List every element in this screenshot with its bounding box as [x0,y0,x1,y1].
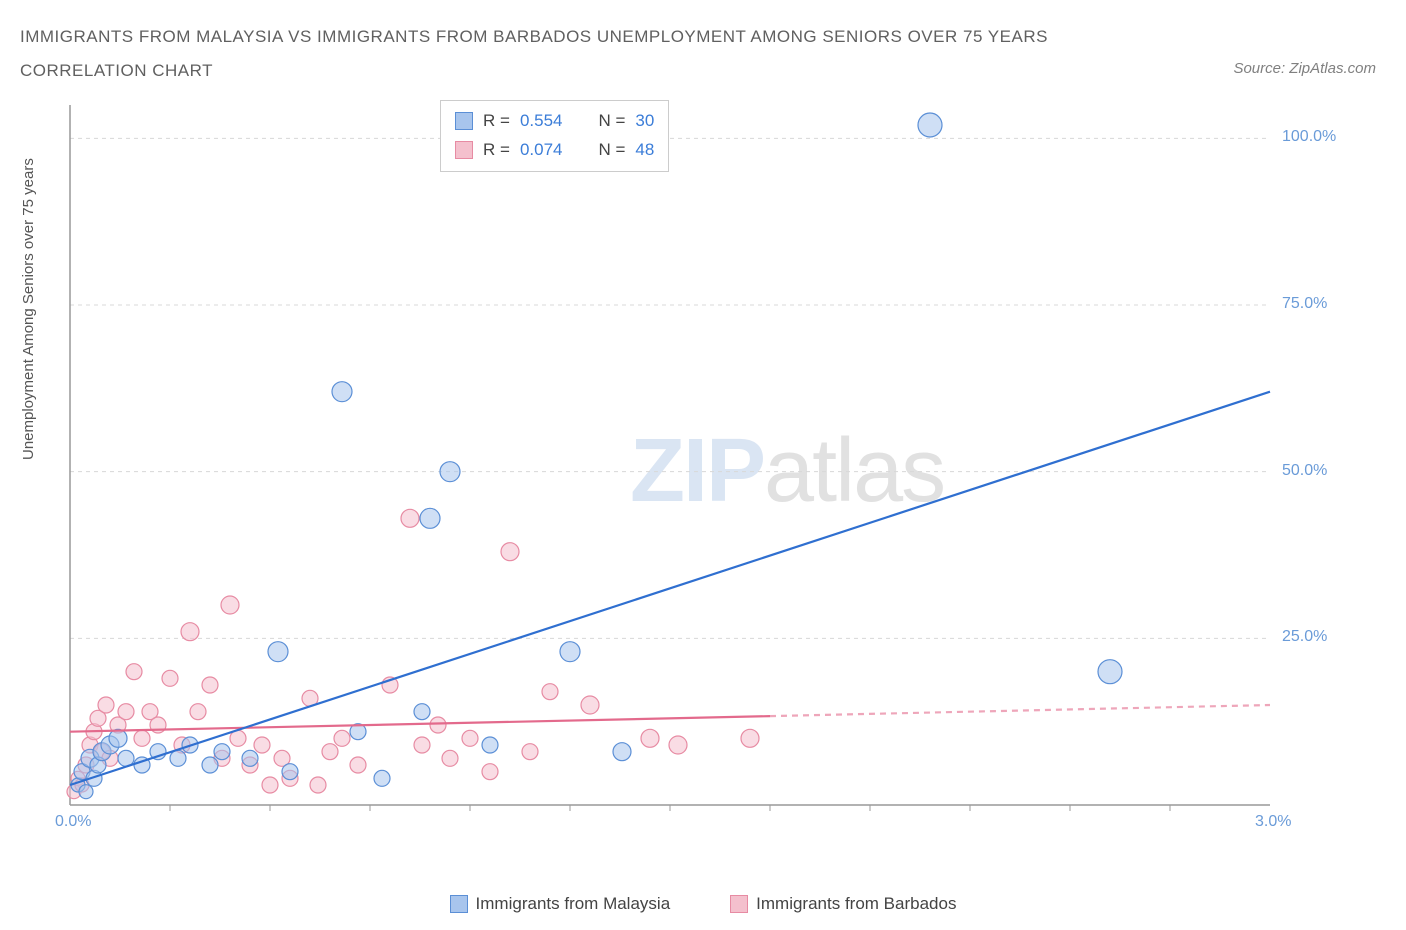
legend-item-series1: Immigrants from Malaysia [450,894,671,914]
n-label: N = [598,136,625,165]
n-value-series1: 30 [635,107,654,136]
title-line-1: IMMIGRANTS FROM MALAYSIA VS IMMIGRANTS F… [20,20,1048,54]
stats-row-series1: R = 0.554 N = 30 [455,107,654,136]
swatch-series2-icon [730,895,748,913]
y-tick-label: 100.0% [1282,128,1336,146]
stats-row-series2: R = 0.074 N = 48 [455,136,654,165]
swatch-series2 [455,141,473,159]
bottom-legend: Immigrants from Malaysia Immigrants from… [0,894,1406,914]
correlation-stats-box: R = 0.554 N = 30 R = 0.074 N = 48 [440,100,669,172]
chart-title: IMMIGRANTS FROM MALAYSIA VS IMMIGRANTS F… [20,20,1048,88]
swatch-series1-icon [450,895,468,913]
y-tick-label: 50.0% [1282,462,1327,480]
r-value-series2: 0.074 [520,136,563,165]
n-label: N = [598,107,625,136]
source-attribution: Source: ZipAtlas.com [1233,60,1376,77]
legend-item-series2: Immigrants from Barbados [730,894,956,914]
r-value-series1: 0.554 [520,107,563,136]
scatter-chart [60,100,1340,830]
r-label: R = [483,136,510,165]
x-tick-label: 3.0% [1255,813,1291,831]
title-line-2: CORRELATION CHART [20,54,1048,88]
swatch-series1 [455,112,473,130]
n-value-series2: 48 [635,136,654,165]
x-tick-label: 0.0% [55,813,91,831]
legend-label-series2: Immigrants from Barbados [756,894,956,914]
legend-label-series1: Immigrants from Malaysia [476,894,671,914]
y-tick-label: 75.0% [1282,295,1327,313]
y-axis-label: Unemployment Among Seniors over 75 years [20,158,37,460]
chart-area [60,100,1340,830]
r-label: R = [483,107,510,136]
y-tick-label: 25.0% [1282,628,1327,646]
